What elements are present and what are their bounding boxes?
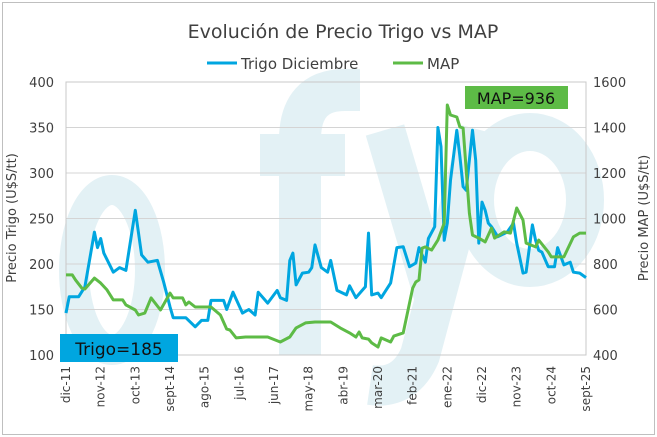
x-tick-label: mar-20 [371, 366, 385, 409]
legend: Trigo Diciembre MAP [207, 55, 459, 73]
x-tick-label: feb-21 [406, 366, 420, 405]
x-tick-label: ene-22 [440, 366, 454, 408]
trigo-annotation-box [60, 334, 178, 362]
y-tick-label-right: 1000 [593, 213, 626, 228]
y-tick-label-right: 600 [593, 304, 618, 319]
y-tick-label-right: 800 [593, 258, 618, 273]
y-tick-label-left: 350 [29, 122, 54, 137]
x-tick-label: abr-19 [336, 366, 350, 405]
y-tick-label-left: 250 [29, 213, 54, 228]
x-tick-label: sept-14 [163, 366, 177, 412]
y-tick-label-right: 1400 [593, 122, 626, 137]
x-tick-label: jul-16 [232, 366, 246, 401]
y-tick-label-left: 400 [29, 76, 54, 91]
y-tick-label-right: 400 [593, 349, 618, 364]
map-annotation: MAP=936 [477, 89, 555, 108]
x-tick-label: dic-22 [475, 366, 489, 403]
map-series-line [66, 103, 586, 349]
x-tick-label: oct-13 [128, 366, 142, 404]
y-tick-label-left: 200 [29, 258, 54, 273]
y-tick-label-right: 1200 [593, 167, 626, 182]
y-tick-label-right: 1600 [593, 76, 626, 91]
map-annotation-box [465, 86, 568, 109]
x-tick-label: nov-23 [510, 366, 524, 407]
legend-label-map: MAP [427, 55, 459, 73]
plot-area [65, 81, 587, 356]
x-tick-label: oct-24 [544, 366, 558, 404]
y-axis-title-left: Precio Trigo (U$S/tt) [5, 153, 20, 283]
x-tick-label: nov-12 [94, 366, 108, 407]
x-tick-label: sept-25 [579, 366, 593, 412]
x-tick-label: may-18 [302, 366, 316, 412]
y-tick-label-left: 300 [29, 167, 54, 182]
y-tick-label-left: 150 [29, 304, 54, 319]
trigo-annotation: Trigo=185 [74, 340, 162, 360]
legend-label-trigo: Trigo Diciembre [240, 55, 358, 73]
y-tick-label-left: 100 [29, 349, 54, 364]
y-axis-title-right: Precio MAP (U$S/tt) [637, 155, 652, 281]
chart-title: Evolución de Precio Trigo vs MAP [188, 21, 499, 43]
x-tick-label: ago-15 [198, 366, 212, 408]
x-tick-label: jun-17 [267, 366, 281, 405]
x-tick-label: dic-11 [59, 366, 73, 403]
